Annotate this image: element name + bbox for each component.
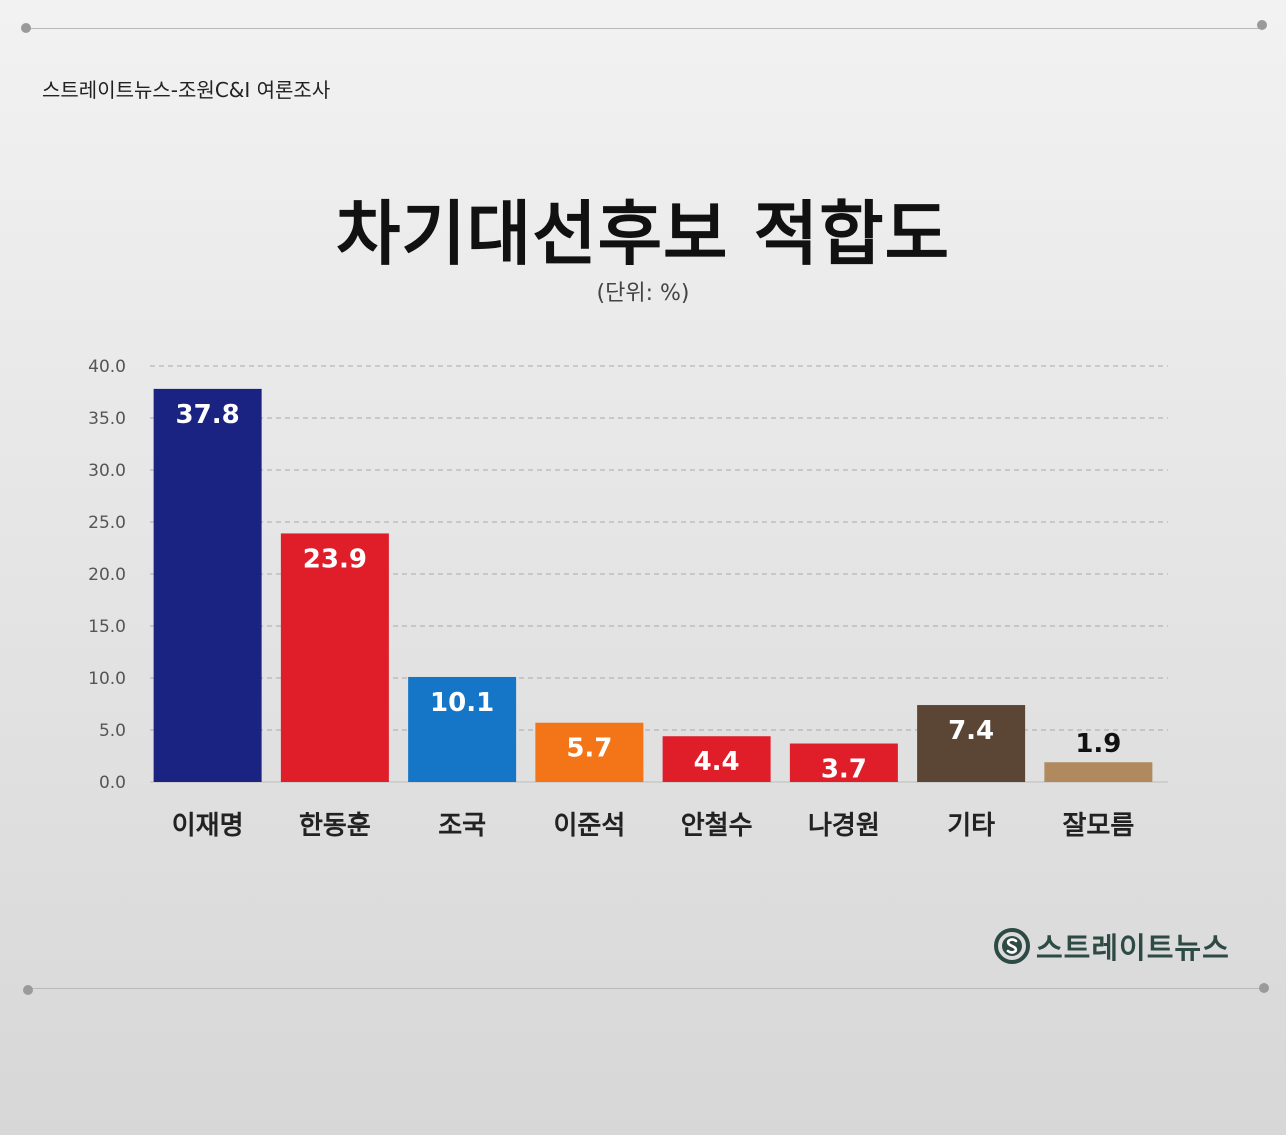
bar-value-label: 7.4 (948, 716, 994, 746)
brand-logo: 스트레이트뉴스 (994, 926, 1230, 966)
category-label: 한동훈 (299, 811, 371, 841)
bar (280, 533, 389, 782)
bar-value-label: 4.4 (694, 747, 740, 777)
y-tick-label: 30.0 (88, 461, 126, 481)
top-right-dot (1257, 20, 1267, 30)
y-tick-label: 20.0 (88, 565, 126, 585)
s-circle-logo-icon (994, 928, 1030, 964)
bar (917, 705, 1026, 782)
y-tick-label: 25.0 (88, 513, 126, 533)
category-label: 기타 (947, 811, 995, 841)
bottom-rule (28, 988, 1264, 989)
bar-value-label: 5.7 (566, 734, 612, 764)
y-tick-label: 15.0 (88, 617, 126, 637)
category-label: 조국 (438, 811, 486, 841)
bar-value-label: 1.9 (1075, 729, 1121, 759)
bottom-left-dot (23, 985, 33, 995)
bar-value-label: 37.8 (176, 400, 240, 430)
category-label: 잘모름 (1062, 811, 1134, 841)
y-tick-label: 0.0 (99, 773, 126, 793)
bar (408, 676, 517, 782)
chart-title: 차기대선후보 적합도 (336, 193, 950, 275)
top-rule (26, 28, 1262, 29)
bar-value-label: 23.9 (303, 544, 367, 574)
bar (535, 722, 644, 782)
category-label: 나경원 (808, 811, 880, 841)
brand-logo-text: 스트레이트뉴스 (1036, 931, 1230, 965)
y-tick-label: 10.0 (88, 669, 126, 689)
chart-unit: (단위: %) (596, 281, 690, 306)
poll-source: 스트레이트뉴스-조원C&I 여론조사 (42, 78, 331, 102)
bar (662, 736, 771, 782)
bar (153, 388, 262, 782)
category-label: 이재명 (172, 811, 244, 841)
category-label: 이준석 (553, 811, 625, 841)
bar (789, 743, 898, 782)
category-label: 안철수 (681, 811, 753, 841)
bar-value-label: 3.7 (821, 755, 867, 785)
bottom-right-dot (1259, 983, 1269, 993)
bar-value-label: 10.1 (430, 688, 494, 718)
top-left-dot (21, 23, 31, 33)
bar-chart: 0.0 5.0 10.0 15.0 20.0 25.0 30.0 35.0 40.0 37.8 이재… (88, 357, 1168, 841)
bar (1044, 762, 1153, 782)
y-tick-label: 35.0 (88, 409, 126, 429)
y-tick-label: 5.0 (99, 721, 126, 741)
y-tick-label: 40.0 (88, 357, 126, 377)
